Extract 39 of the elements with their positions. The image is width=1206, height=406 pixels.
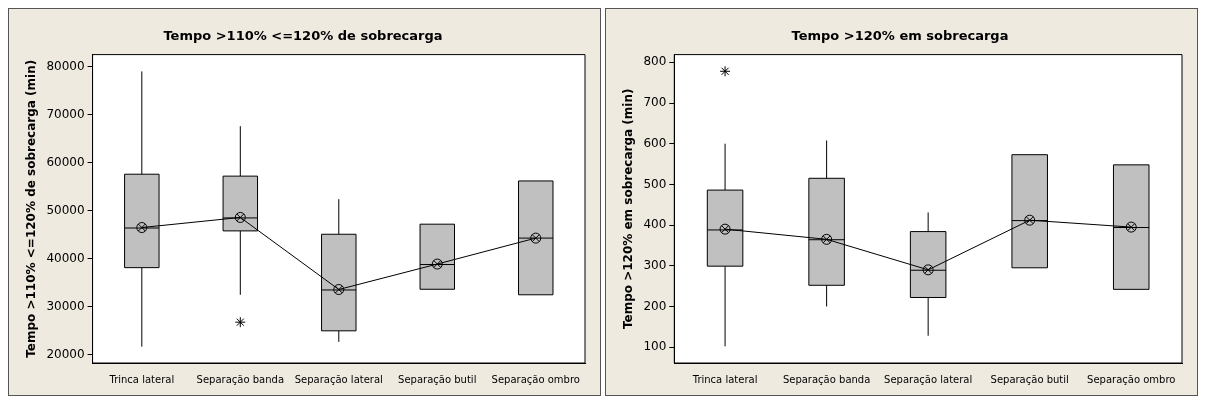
- point: [821, 233, 833, 245]
- point: [1125, 221, 1137, 233]
- y-tick-label: 40000: [46, 250, 85, 265]
- x-tick-label: Separação ombro: [1087, 373, 1176, 385]
- point: [922, 264, 934, 276]
- y-tick-label: 80000: [46, 58, 85, 73]
- x-tick-label: Separação banda: [782, 373, 871, 385]
- x-tick-label: Trinca lateral: [108, 373, 175, 385]
- point: [1024, 214, 1036, 226]
- x-tick-label: Separação ombro: [491, 373, 580, 385]
- point: [136, 222, 148, 234]
- x-tick-label: Separação butil: [990, 373, 1069, 385]
- y-tick-label: 800: [643, 54, 667, 69]
- y-tick-label: 70000: [46, 106, 85, 121]
- y-tick-label: 100: [643, 339, 667, 354]
- y-tick-label: 200: [643, 298, 667, 313]
- point: [234, 211, 246, 223]
- point: [719, 223, 731, 235]
- y-tick-label: 50000: [46, 202, 85, 217]
- y-tick-label: 30000: [46, 298, 85, 313]
- point: [530, 232, 542, 244]
- chart-title: Tempo >120% em sobrecarga: [791, 28, 1009, 44]
- y-tick-label: 700: [643, 95, 667, 110]
- y-tick-label: 400: [643, 217, 667, 232]
- x-tick-label: Separação butil: [398, 373, 477, 385]
- chart-title: Tempo >110% <=120% de sobrecarga: [163, 28, 443, 44]
- y-tick-label: 300: [643, 257, 667, 272]
- x-tick-label: Trinca lateral: [691, 373, 758, 385]
- y-tick-label: 500: [643, 176, 667, 191]
- y-tick-label: 60000: [46, 154, 85, 169]
- x-tick-label: Separação lateral: [294, 373, 383, 385]
- y-tick-label: 20000: [46, 346, 85, 361]
- x-tick-label: Separação banda: [196, 373, 285, 385]
- x-tick-label: Separação lateral: [884, 373, 973, 385]
- point: [333, 284, 345, 295]
- y-axis-title: Tempo >120% em sobrecarga (min): [621, 88, 636, 330]
- y-tick-label: 600: [643, 135, 667, 150]
- point: [431, 258, 443, 270]
- y-axis-title: Tempo >110% <=120% de sobrecarga (min): [24, 59, 39, 358]
